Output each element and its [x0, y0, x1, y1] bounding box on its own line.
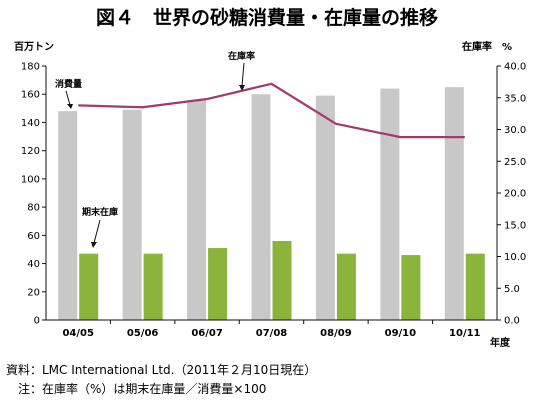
stock-bar — [79, 253, 99, 320]
left-axis: 0 20 40 60 80 100 120 140 160 180 — [21, 62, 46, 327]
left-tick-label: 160 — [21, 90, 40, 101]
annotation-consumption: 消費量 — [55, 78, 82, 90]
x-axis-label: 年度 — [490, 336, 511, 349]
left-tick-label: 0 — [34, 316, 40, 327]
right-tick-label: 0.0 — [504, 316, 520, 327]
ratio-line-group — [78, 82, 465, 139]
category-label: 09/10 — [385, 328, 417, 339]
ratio-line — [78, 82, 465, 139]
category-labels: 04/05 05/06 06/07 07/08 08/09 09/10 10/11 — [62, 328, 480, 339]
consumption-bar — [58, 111, 78, 321]
consumption-bar — [380, 88, 400, 320]
right-axis: 0.0 5.0 10.0 15.0 20.0 25.0 30.0 35.0 40.0 — [497, 62, 526, 327]
left-tick-label: 20 — [27, 287, 40, 298]
right-tick-label: 35.0 — [504, 93, 526, 104]
annotation-ratio-arrow — [241, 62, 245, 87]
annotation-consumption-arrowhead — [67, 104, 73, 109]
consumption-bar — [444, 87, 464, 321]
right-tick-label: 25.0 — [504, 157, 526, 168]
annotation-stock-arrowhead — [91, 242, 97, 248]
stock-bar — [336, 253, 356, 320]
annotation-ratio: 在庫率 — [228, 50, 255, 62]
left-tick-label: 180 — [21, 62, 40, 73]
right-tick-label: 30.0 — [504, 125, 526, 136]
annotation-stock: 期末在庫 — [82, 206, 118, 218]
left-tick-label: 140 — [21, 118, 40, 129]
right-tick-label: 20.0 — [504, 189, 526, 200]
right-tick-label: 5.0 — [504, 284, 520, 295]
left-tick-label: 120 — [21, 146, 40, 157]
category-label: 07/08 — [256, 328, 288, 339]
stock-bar — [401, 255, 421, 320]
calc-note: 注：在庫率（%）は期末在庫量／消費量×100 — [6, 381, 266, 396]
left-tick-label: 60 — [27, 231, 40, 242]
category-label: 04/05 — [62, 328, 94, 339]
left-axis-unit: 百万トン — [14, 41, 54, 53]
category-label: 06/07 — [191, 328, 223, 339]
annotation-stock-arrow — [93, 219, 101, 244]
consumption-bar — [315, 95, 335, 320]
category-label: 05/06 — [127, 328, 159, 339]
annotation-consumption-arrow — [65, 90, 71, 106]
stock-bar — [465, 253, 485, 320]
left-tick-label: 80 — [27, 203, 40, 214]
bars — [58, 87, 485, 324]
consumption-bar — [122, 109, 142, 320]
category-label: 10/11 — [449, 328, 481, 339]
right-axis-unit: 在庫率 % — [462, 40, 512, 53]
right-tick-label: 10.0 — [504, 252, 526, 263]
stock-bar — [208, 248, 228, 320]
right-tick-label: 40.0 — [504, 62, 526, 73]
stock-bar — [272, 240, 292, 320]
left-tick-label: 100 — [21, 174, 40, 185]
annotation-ratio-arrowhead — [239, 85, 245, 91]
axis-lines — [45, 66, 498, 321]
left-tick-label: 40 — [27, 259, 40, 270]
consumption-bar — [251, 94, 271, 320]
category-label: 08/09 — [320, 328, 352, 339]
consumption-bar — [187, 99, 207, 320]
chart-title: 図４ 世界の砂糖消費量・在庫量の推移 — [96, 6, 438, 29]
right-tick-label: 15.0 — [504, 220, 526, 231]
source-note: 資料：LMC International Ltd.（2011年２月10日現在） — [6, 363, 316, 377]
stock-bar — [143, 253, 163, 320]
